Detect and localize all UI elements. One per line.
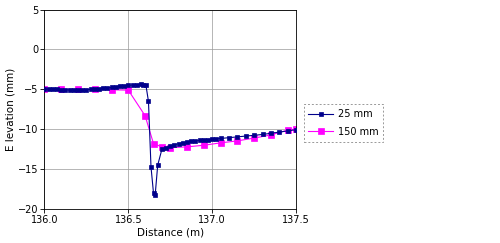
25 mm <box>138 83 144 86</box>
25 mm <box>84 88 89 91</box>
Legend: 25 mm, 150 mm: 25 mm, 150 mm <box>304 104 383 142</box>
150 mm <box>218 141 224 144</box>
150 mm <box>234 139 240 142</box>
150 mm <box>126 89 132 92</box>
25 mm <box>66 89 72 92</box>
Y-axis label: E levation (mm): E levation (mm) <box>6 68 16 151</box>
25 mm <box>152 193 158 196</box>
25 mm <box>126 84 132 87</box>
150 mm <box>251 137 257 139</box>
25 mm <box>96 87 102 90</box>
150 mm <box>268 133 274 136</box>
Line: 150 mm: 150 mm <box>41 86 300 151</box>
25 mm <box>293 128 299 131</box>
150 mm <box>142 114 148 117</box>
150 mm <box>159 145 165 148</box>
25 mm <box>42 88 48 91</box>
X-axis label: Distance (m): Distance (m) <box>136 227 204 237</box>
150 mm <box>75 88 81 91</box>
Line: 25 mm: 25 mm <box>42 82 298 197</box>
150 mm <box>201 144 207 147</box>
150 mm <box>285 129 291 131</box>
150 mm <box>42 88 48 91</box>
150 mm <box>58 88 64 91</box>
25 mm <box>285 130 291 132</box>
150 mm <box>184 145 190 148</box>
150 mm <box>108 88 114 91</box>
150 mm <box>92 88 98 91</box>
150 mm <box>168 146 173 149</box>
150 mm <box>150 142 156 145</box>
25 mm <box>260 133 266 136</box>
150 mm <box>293 127 299 130</box>
